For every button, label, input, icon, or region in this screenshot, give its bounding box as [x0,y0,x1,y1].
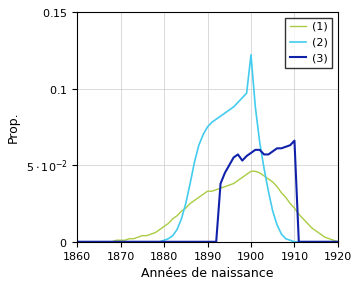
(2) [214,117,218,121]
(3) [127,240,131,243]
X-axis label: Années de naissance: Années de naissance [141,267,274,280]
(3) [214,240,218,243]
Line: (3): (3) [77,141,338,242]
Legend: (1), (2), (3): (1), (2), (3) [285,18,332,67]
(3) [336,240,340,243]
(2) [136,240,140,243]
Line: (1): (1) [77,171,338,242]
(2) [75,240,79,243]
(1) [75,240,79,243]
(1) [127,237,131,241]
(1) [249,170,253,173]
(1) [306,222,310,225]
(3) [75,240,79,243]
(1) [166,222,171,225]
(2) [249,53,253,57]
(2) [232,105,236,109]
(2) [166,237,171,241]
(1) [232,182,236,185]
(3) [292,139,297,142]
(1) [336,240,340,243]
(2) [127,240,131,243]
(2) [306,240,310,243]
(2) [336,240,340,243]
(1) [136,235,140,239]
(1) [214,188,218,191]
(3) [306,240,310,243]
Y-axis label: Prop.: Prop. [7,111,20,143]
Line: (2): (2) [77,55,338,242]
(3) [136,240,140,243]
(3) [232,156,236,159]
(3) [166,240,171,243]
